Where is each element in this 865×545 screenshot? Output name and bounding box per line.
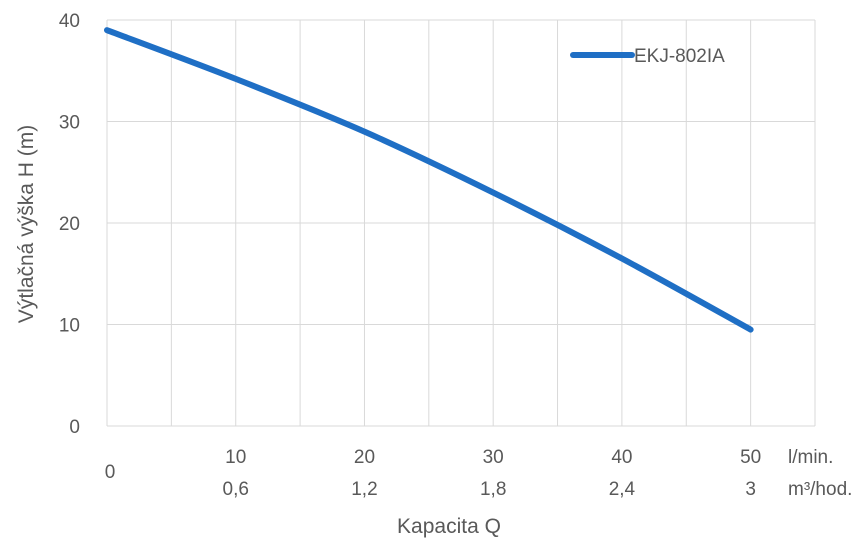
y-tick-label: 10	[59, 316, 80, 337]
x-axis-ticks: 0 10 0,6 20 1,2 30 1,8 40 2,4 50 3	[105, 447, 761, 500]
x-tick-label: 50	[740, 447, 761, 468]
x-tick-label-secondary: 0,6	[223, 479, 249, 500]
x-tick-label: 10	[225, 447, 246, 468]
series-line-ekj-802ia	[104, 27, 754, 333]
x-tick-label-secondary: 1,2	[351, 479, 377, 500]
y-tick-label: 40	[59, 11, 80, 32]
y-axis-title: Výtlačná výška H (m)	[15, 125, 38, 323]
x-tick-label-secondary: 1,8	[480, 479, 506, 500]
x-axis-title: Kapacita Q	[397, 515, 501, 538]
x-tick-label-secondary: 2,4	[609, 479, 636, 500]
x-tick-label: 40	[611, 447, 632, 468]
y-axis-ticks: 0 10 20 30 40	[59, 11, 80, 438]
legend-label-ekj-802ia: EKJ-802IA	[634, 46, 725, 67]
x-tick-label: 20	[354, 447, 375, 468]
x-tick-label: 30	[483, 447, 504, 468]
grid-lines	[106, 19, 816, 427]
series-layer	[104, 27, 754, 333]
y-tick-label: 0	[69, 417, 80, 438]
legend: EKJ-802IA	[570, 46, 725, 67]
x-unit-secondary: m³/hod.	[788, 479, 852, 500]
y-tick-label: 30	[59, 113, 80, 134]
x-unit-primary: l/min.	[788, 447, 833, 468]
y-tick-label: 20	[59, 214, 80, 235]
x-tick-label: 0	[105, 462, 116, 483]
x-tick-label-secondary: 3	[745, 479, 756, 500]
